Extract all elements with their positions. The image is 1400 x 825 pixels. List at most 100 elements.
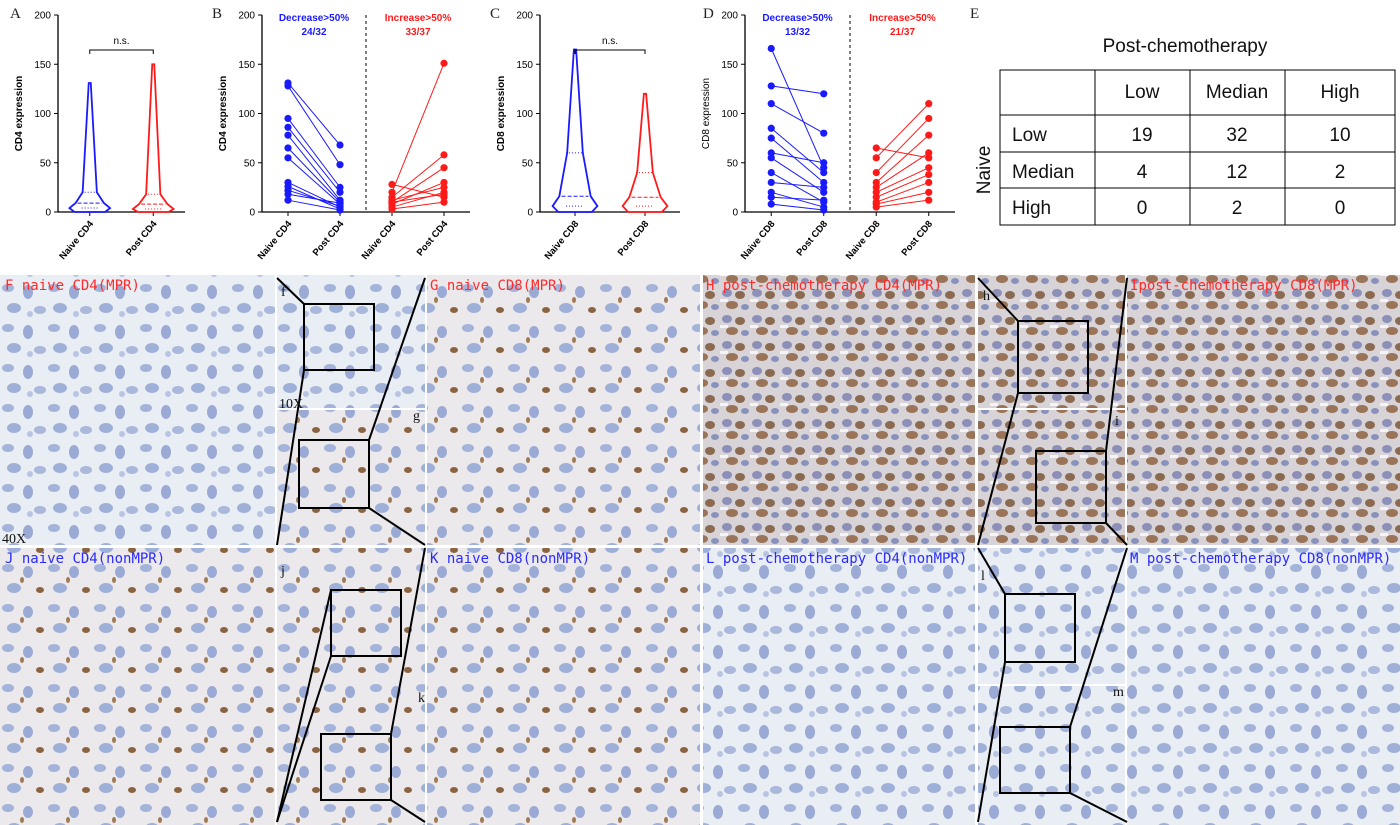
violin — [67, 82, 112, 213]
point — [820, 188, 828, 196]
point — [820, 169, 828, 177]
y-axis-label: CD4 expression — [14, 76, 25, 152]
violin — [621, 92, 669, 213]
point — [336, 183, 344, 191]
y-tick-label: 50 — [244, 158, 256, 169]
x-tick-label: Naive CD4 — [57, 218, 96, 262]
point — [336, 206, 344, 214]
pair-line — [391, 167, 445, 203]
image-panel: M post-chemotherapy CD8(nonMPR) — [1130, 551, 1391, 567]
pair-line — [771, 181, 824, 188]
panel-label: B — [212, 6, 222, 22]
y-tick-label: 0 — [45, 208, 51, 219]
x-tick-label: Post CD8 — [794, 219, 830, 258]
pair-line — [287, 126, 341, 193]
point — [820, 183, 828, 191]
pair-line — [771, 203, 824, 211]
point — [925, 114, 933, 123]
point — [767, 149, 775, 157]
group-ratio: 33/37 — [405, 27, 430, 38]
pair-line — [287, 157, 341, 205]
pair-line — [771, 191, 824, 208]
point — [388, 205, 396, 213]
images — [0, 275, 1400, 825]
pair-line — [875, 152, 930, 188]
y-tick-label: 50 — [522, 158, 534, 169]
point — [284, 144, 292, 152]
x-tick-label: Post CD4 — [415, 218, 451, 258]
y-tick-label: 150 — [516, 60, 533, 71]
point — [440, 151, 448, 159]
pair-line — [876, 167, 929, 193]
group-name: Decrease>50% — [279, 13, 349, 24]
table-cell: 2 — [1335, 162, 1346, 183]
image-panel: L post-chemotherapy CD4(nonMPR) — [706, 551, 967, 567]
point — [925, 178, 933, 187]
pair-line — [875, 134, 930, 183]
pair-line — [771, 196, 824, 201]
table — [999, 69, 1396, 226]
row-label: Median — [1012, 162, 1074, 183]
inset-label: j — [280, 564, 285, 579]
annotation: n.s. — [113, 36, 129, 47]
point — [284, 154, 292, 162]
point — [284, 82, 292, 90]
table-cell: 0 — [1137, 198, 1148, 219]
point — [767, 44, 775, 53]
pair-line — [771, 172, 824, 203]
pair-line — [287, 134, 341, 201]
pair-line — [876, 147, 929, 159]
panel-label: A — [10, 6, 21, 22]
pair-line — [771, 152, 824, 164]
point — [440, 190, 448, 198]
group-name: Increase>50% — [869, 13, 936, 24]
point — [820, 159, 828, 167]
y-axis-label: CD8 expression — [701, 78, 712, 149]
point — [820, 90, 828, 98]
y-tick-label: 200 — [34, 11, 51, 22]
panel-label: C — [490, 6, 500, 22]
image-panel: Ipost-chemotherapy CD8(MPR) — [1130, 278, 1358, 294]
inset-label: i — [1115, 414, 1119, 429]
image-panel: H post-chemotherapy CD4(MPR) — [706, 278, 942, 294]
point — [925, 100, 933, 108]
point — [872, 188, 880, 196]
table-cell: 32 — [1226, 125, 1247, 146]
point — [767, 134, 775, 142]
point — [440, 164, 448, 172]
inset-label: g — [413, 409, 420, 424]
y-tick-label: 0 — [732, 208, 738, 219]
magnification: 40X — [2, 532, 26, 547]
point — [388, 180, 396, 189]
point — [767, 188, 775, 196]
table-cell: 2 — [1232, 198, 1243, 219]
point — [440, 178, 448, 187]
point — [767, 124, 775, 132]
point — [284, 123, 292, 131]
inset-label: l — [981, 569, 985, 584]
group-name: Decrease>50% — [762, 13, 832, 24]
y-axis-label: CD4 expression — [218, 76, 229, 152]
point — [388, 198, 396, 206]
pair-line — [876, 191, 929, 205]
y-tick-label: 200 — [721, 11, 738, 22]
point — [767, 193, 775, 201]
pair-line — [287, 147, 341, 203]
inset-label: f — [281, 285, 286, 300]
point — [767, 100, 775, 108]
pair-line — [287, 193, 341, 204]
point — [284, 196, 292, 204]
point — [336, 199, 344, 207]
point — [872, 178, 880, 187]
point — [925, 164, 933, 172]
point — [872, 144, 880, 152]
group-ratio: 24/32 — [301, 27, 326, 38]
point — [336, 161, 344, 169]
point — [767, 200, 775, 208]
row-label: Low — [1012, 125, 1047, 146]
y-tick-label: 0 — [527, 208, 533, 219]
point — [388, 188, 396, 196]
pair-line — [287, 82, 341, 146]
point — [872, 203, 880, 211]
